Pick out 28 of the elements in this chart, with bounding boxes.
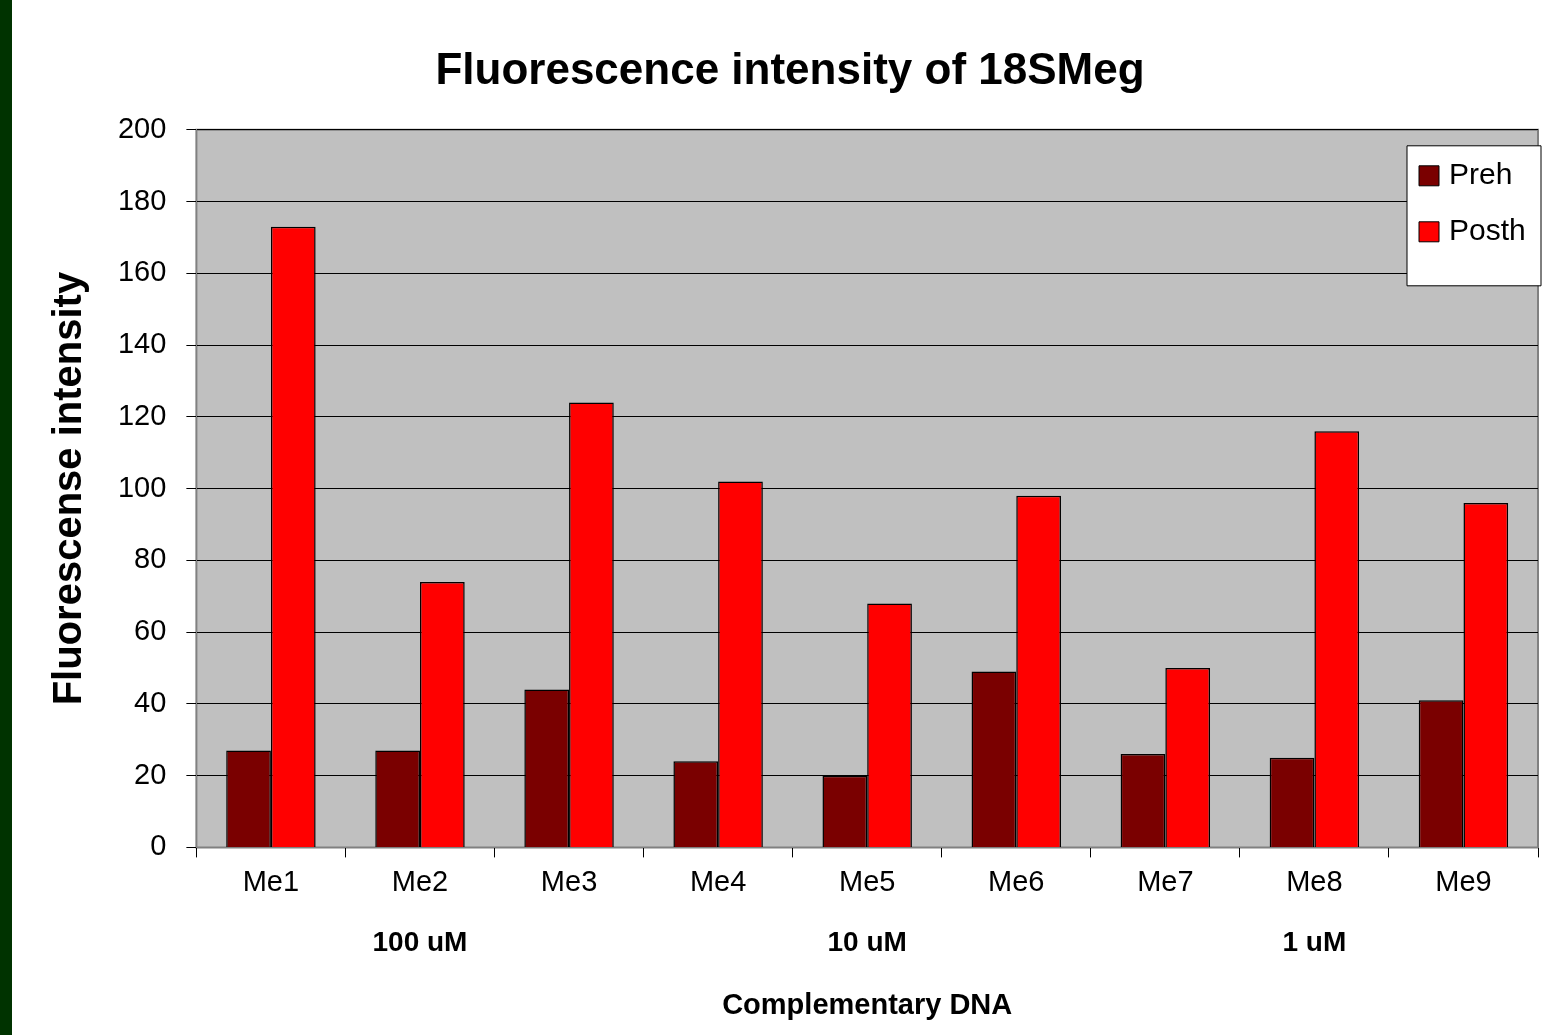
y-tick-label: 40 bbox=[134, 685, 167, 718]
x-tick-label: Me2 bbox=[391, 864, 449, 897]
x-tick-label: Me8 bbox=[1286, 864, 1343, 897]
x-tick-label: Me1 bbox=[242, 864, 300, 897]
x-tick-label: Me9 bbox=[1435, 864, 1492, 897]
text: 1 uM bbox=[1282, 926, 1347, 958]
chart-title: Fluorescence intensity of 18SMeg bbox=[435, 43, 1145, 93]
x-axis-title: Complementary DNA bbox=[722, 987, 1013, 1020]
y-tick-label: 120 bbox=[117, 398, 167, 431]
legend-label: Preh bbox=[1449, 157, 1513, 191]
legend-label: Posth bbox=[1449, 213, 1526, 247]
y-tick-label: 80 bbox=[134, 542, 167, 575]
x-tick-label: Me5 bbox=[838, 864, 896, 897]
y-tick-label: 60 bbox=[134, 614, 167, 647]
y-tick-label: 200 bbox=[117, 111, 167, 144]
y-tick-label: 140 bbox=[117, 327, 167, 360]
y-tick-label: 100 bbox=[117, 470, 167, 503]
y-tick-label: 20 bbox=[134, 757, 167, 790]
y-tick-label: 160 bbox=[117, 255, 167, 288]
text: 100 uM bbox=[372, 926, 468, 958]
x-tick-label: Me4 bbox=[689, 864, 747, 897]
x-tick-label: Me7 bbox=[1137, 864, 1194, 897]
x-tick-label: Me3 bbox=[540, 864, 598, 897]
text: 10 uM bbox=[827, 926, 907, 958]
y-tick-label: 180 bbox=[117, 183, 167, 216]
y-tick-label: 0 bbox=[150, 829, 167, 862]
y-axis-title: Fluorescense intensity bbox=[45, 271, 90, 706]
x-tick-label: Me6 bbox=[988, 864, 1045, 897]
